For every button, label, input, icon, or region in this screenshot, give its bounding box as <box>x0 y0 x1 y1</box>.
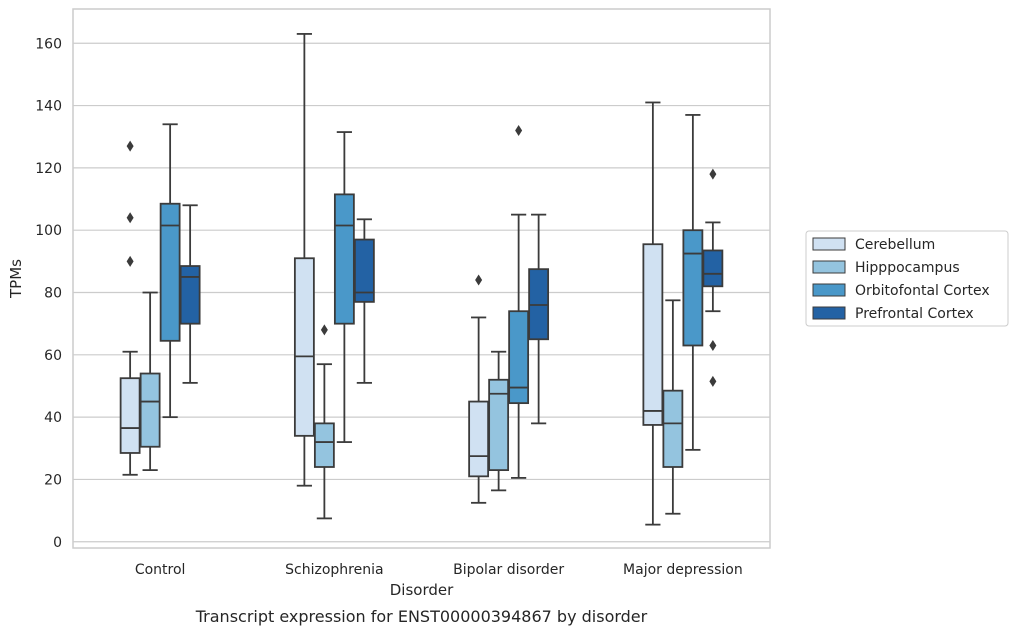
y-tick-label: 40 <box>44 410 62 426</box>
legend-swatch <box>812 283 846 297</box>
box-prefrontal-cortex <box>702 168 724 387</box>
x-tick-label: Bipolar disorder <box>453 562 564 578</box>
outlier-point <box>126 255 134 267</box>
legend-swatch <box>812 260 846 274</box>
outlier-point <box>126 212 134 224</box>
x-tick-label: Control <box>135 562 186 578</box>
box-prefrontal-cortex <box>528 213 550 425</box>
box-body <box>293 257 315 437</box>
box-body <box>353 238 375 303</box>
box-orbitofontal-cortex <box>682 114 704 451</box>
box-body <box>488 378 510 472</box>
box-prefrontal-cortex <box>353 218 375 384</box>
legend-swatch <box>812 237 846 251</box>
y-tick-label: 100 <box>35 223 62 239</box>
box-body <box>313 422 335 468</box>
box-body <box>702 249 724 288</box>
outlier-point <box>709 339 717 351</box>
box-body <box>468 400 490 478</box>
legend-label: Orbitofontal Cortex <box>855 283 990 299</box>
y-tick-label: 160 <box>35 36 62 52</box>
box-body <box>508 310 530 405</box>
plot-frame <box>72 8 771 549</box>
box-prefrontal-cortex <box>179 204 201 384</box>
outlier-point <box>126 140 134 152</box>
legend-label: Hipppocampus <box>855 260 960 276</box>
outlier-point <box>320 324 328 336</box>
box-cerebellum <box>119 140 141 476</box>
x-axis-label: Disorder <box>390 581 454 599</box>
y-tick-label: 120 <box>35 161 62 177</box>
box-hipppocampus <box>488 350 510 492</box>
chart-caption: Transcript expression for ENST0000039486… <box>195 607 648 626</box>
outlier-point <box>709 375 717 387</box>
box-orbitofontal-cortex <box>159 123 181 419</box>
x-tick-label: Major depression <box>623 562 743 578</box>
box-cerebellum <box>293 33 315 487</box>
y-tick-label: 20 <box>44 472 62 488</box>
box-body <box>179 265 201 325</box>
box-cerebellum <box>642 101 664 526</box>
y-tick-label: 140 <box>35 99 62 115</box>
legend-frame <box>805 230 1009 327</box>
box-orbitofontal-cortex <box>508 125 530 479</box>
outlier-point <box>475 274 483 286</box>
x-tick-label: Schizophrenia <box>285 562 383 578</box>
box-body <box>642 243 664 426</box>
y-tick-labels: 0 20 40 60 80 100 120 140 160 <box>35 36 62 550</box>
boxes <box>119 33 724 526</box>
x-tick-labels: Control Schizophrenia Bipolar disorder Majo… <box>135 562 743 578</box>
box-body <box>159 202 181 342</box>
outlier-point <box>709 168 717 180</box>
box-body <box>682 229 704 347</box>
box-body <box>662 389 684 468</box>
y-tick-label: 60 <box>44 348 62 364</box>
box-body <box>119 377 141 454</box>
box-cerebellum <box>468 274 490 504</box>
outlier-point <box>515 125 523 137</box>
box-hipppocampus <box>313 324 335 520</box>
box-body <box>333 193 355 325</box>
box-body <box>139 372 161 448</box>
box-hipppocampus <box>139 291 161 472</box>
box-orbitofontal-cortex <box>333 131 355 443</box>
legend-swatch <box>812 306 846 320</box>
y-tick-label: 80 <box>44 286 62 302</box>
legend: Cerebellum Hipppocampus Orbitofontal Corte… <box>805 230 1009 327</box>
y-tick-label: 0 <box>53 535 62 551</box>
legend-label: Prefrontal Cortex <box>855 306 974 322</box>
y-axis-label: TPMs <box>7 259 25 299</box>
legend-label: Cerebellum <box>855 237 935 253</box>
box-hipppocampus <box>662 299 684 515</box>
